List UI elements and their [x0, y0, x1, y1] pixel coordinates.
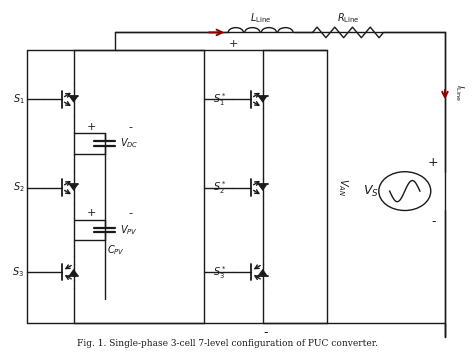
Polygon shape — [258, 96, 267, 103]
Text: $R_{\mathrm{Line}}$: $R_{\mathrm{Line}}$ — [337, 11, 359, 25]
Polygon shape — [69, 96, 79, 103]
Text: $I_{\mathrm{Line}}$: $I_{\mathrm{Line}}$ — [454, 84, 466, 101]
Text: $V_{DC}$: $V_{DC}$ — [120, 137, 138, 150]
Text: $L_{\mathrm{Line}}$: $L_{\mathrm{Line}}$ — [250, 11, 271, 25]
Text: +: + — [87, 208, 96, 218]
Text: +: + — [87, 122, 96, 132]
Text: $V_S$: $V_S$ — [363, 184, 379, 199]
Text: $S_3$: $S_3$ — [12, 265, 24, 279]
Text: -: - — [431, 215, 436, 228]
Text: $S_1$: $S_1$ — [12, 92, 24, 106]
Polygon shape — [69, 269, 79, 275]
Polygon shape — [258, 184, 267, 191]
Text: Fig. 1. Single-phase 3-cell 7-level configuration of PUC converter.: Fig. 1. Single-phase 3-cell 7-level conf… — [77, 339, 378, 348]
Text: $V_{AN}$: $V_{AN}$ — [337, 178, 350, 196]
Polygon shape — [258, 269, 267, 275]
Text: -: - — [128, 122, 133, 132]
Text: +: + — [428, 156, 438, 169]
Text: $S_1^*$: $S_1^*$ — [213, 91, 227, 108]
Polygon shape — [69, 184, 79, 191]
Text: -: - — [263, 326, 268, 339]
Text: +: + — [228, 39, 238, 49]
Text: $C_{PV}$: $C_{PV}$ — [107, 243, 125, 257]
Text: $V_{PV}$: $V_{PV}$ — [120, 223, 137, 237]
Text: $S_2^*$: $S_2^*$ — [213, 179, 227, 196]
Text: -: - — [128, 208, 133, 218]
Text: $S_2$: $S_2$ — [13, 181, 24, 194]
Text: $S_3^*$: $S_3^*$ — [213, 264, 227, 281]
